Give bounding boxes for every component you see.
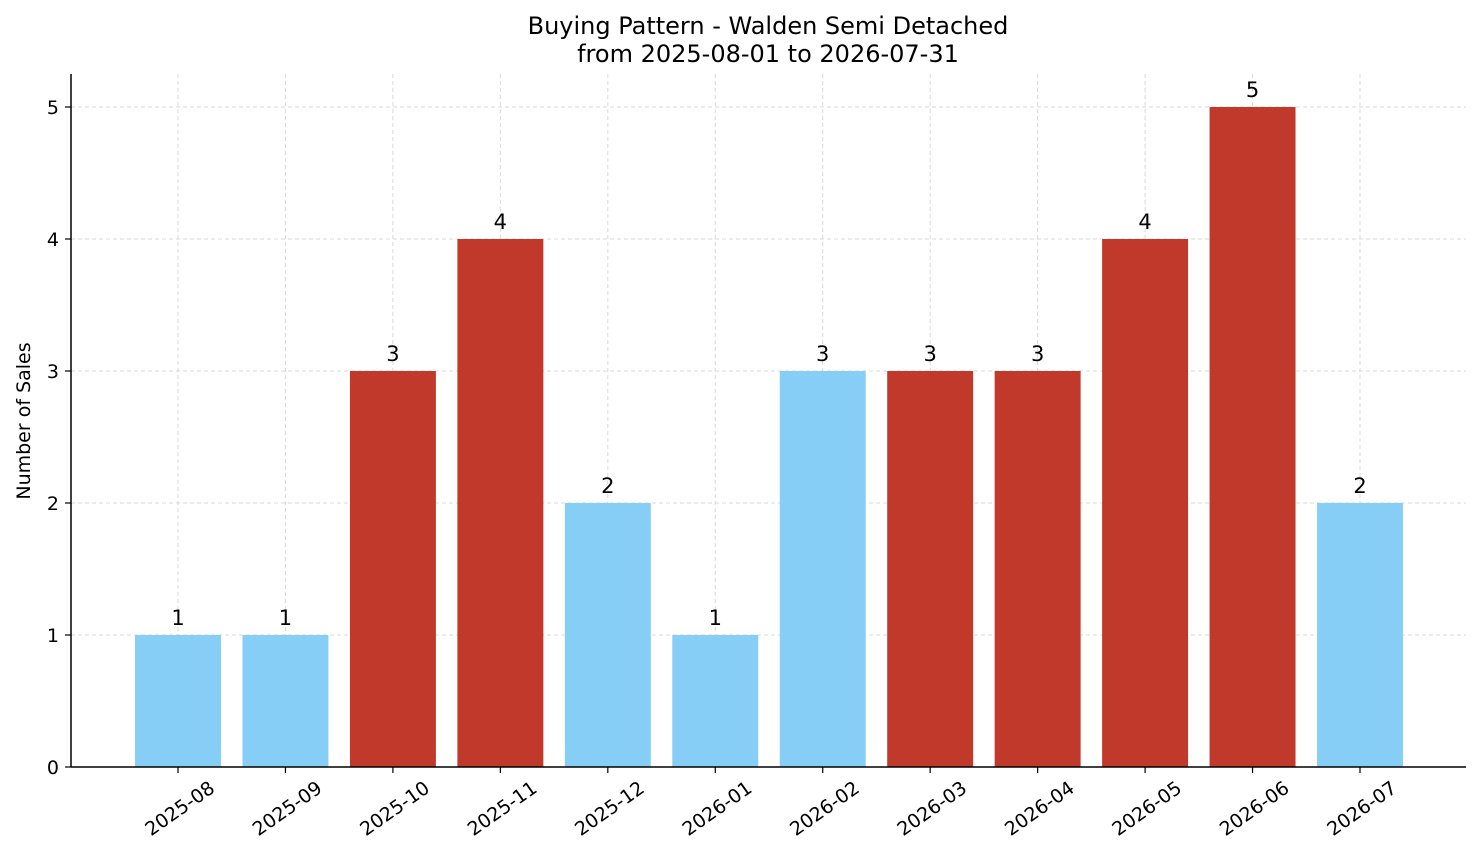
bar-2026-04 (994, 371, 1081, 767)
data-label: 2 (1353, 474, 1366, 498)
y-tick-label: 1 (47, 625, 59, 647)
bar-2025-09 (242, 635, 329, 767)
bar-2025-12 (564, 503, 651, 767)
bar-2026-03 (887, 371, 974, 767)
data-label: 3 (1031, 342, 1044, 366)
x-tick-label: 2025-10 (356, 777, 434, 841)
y-tick-label: 2 (47, 493, 59, 515)
y-axis-label: Number of Sales (13, 342, 35, 499)
y-tick-label: 5 (47, 97, 59, 119)
bar-2026-02 (779, 371, 866, 767)
x-tick-label: 2026-01 (678, 777, 756, 841)
data-label: 1 (709, 606, 722, 630)
bar-2026-05 (1102, 239, 1189, 767)
bar-2026-06 (1209, 107, 1296, 767)
y-tick-label: 4 (47, 229, 59, 251)
bars (135, 107, 1403, 767)
bar-2025-08 (135, 635, 221, 767)
data-label: 4 (494, 210, 507, 234)
x-tick-label: 2026-07 (1323, 777, 1401, 841)
data-label: 4 (1138, 210, 1151, 234)
data-label: 3 (386, 342, 399, 366)
data-label: 5 (1246, 78, 1259, 102)
bar-2025-11 (457, 239, 544, 767)
data-labels: 1 1 3 4 2 1 3 3 3 4 5 2 (171, 78, 1366, 630)
x-tick-label: 2025-12 (571, 777, 649, 841)
bar-2025-10 (349, 371, 436, 767)
x-tick-label: 2025-09 (249, 777, 327, 841)
data-label: 2 (601, 474, 614, 498)
data-label: 1 (171, 606, 184, 630)
x-tick-label: 2026-04 (1001, 777, 1079, 841)
y-tick-label: 0 (47, 757, 59, 779)
bar-2026-07 (1317, 503, 1403, 767)
x-tick-label: 2025-08 (141, 777, 219, 841)
x-tick-label: 2026-05 (1108, 777, 1186, 841)
x-tick-label: 2025-11 (464, 777, 542, 841)
x-tick-label: 2026-02 (786, 777, 864, 841)
x-tick-label: 2026-06 (1216, 777, 1294, 841)
x-tick-label: 2026-03 (893, 777, 971, 841)
data-label: 1 (279, 606, 292, 630)
chart-subtitle: from 2025-08-01 to 2026-07-31 (577, 40, 959, 68)
bar-2026-01 (672, 635, 759, 767)
y-tick-label: 3 (47, 361, 59, 383)
data-label: 3 (923, 342, 936, 366)
chart-title: Buying Pattern - Walden Semi Detached (528, 12, 1009, 40)
data-label: 3 (816, 342, 829, 366)
